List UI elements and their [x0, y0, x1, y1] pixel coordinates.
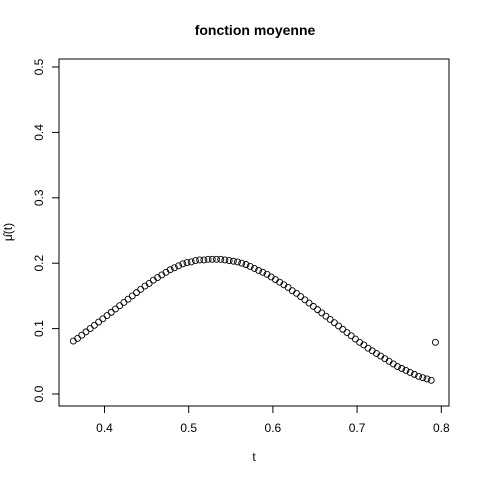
y-tick-label: 0.4	[32, 124, 46, 141]
data-point	[234, 258, 241, 266]
data-point	[246, 263, 254, 270]
data-point	[419, 374, 427, 382]
data-point	[242, 261, 250, 268]
data-point	[170, 264, 178, 272]
data-point	[175, 262, 183, 270]
data-point	[229, 257, 237, 265]
data-point	[166, 266, 174, 274]
x-tick-label: 0.8	[433, 421, 450, 435]
data-point	[238, 259, 246, 267]
chart-title: fonction moyenne	[195, 22, 316, 38]
data-point	[217, 255, 225, 263]
x-axis: 0.4 0.5 0.6 0.7 0.8	[96, 405, 450, 435]
data-point	[339, 325, 347, 333]
data-point	[116, 302, 124, 310]
data-point	[297, 293, 305, 301]
y-tick-label: 0.2	[32, 255, 46, 272]
plot-frame	[58, 58, 450, 407]
y-axis-label: μ̂(t)	[1, 223, 15, 241]
data-point	[183, 259, 191, 266]
data-point	[415, 372, 423, 380]
data-point	[133, 289, 140, 297]
data-point	[145, 280, 153, 287]
data-point	[128, 292, 136, 300]
data-point	[103, 312, 111, 319]
data-point	[360, 341, 368, 349]
data-point	[318, 309, 326, 317]
x-tick-label: 0.7	[349, 421, 366, 435]
x-tick-label: 0.6	[265, 421, 282, 435]
data-point	[410, 370, 418, 378]
data-point	[427, 376, 435, 384]
data-point	[99, 315, 107, 323]
data-point	[120, 298, 128, 306]
y-axis: 0.0 0.1 0.2 0.3 0.4 0.5	[32, 58, 60, 402]
data-point	[314, 306, 321, 314]
data-point	[351, 335, 359, 343]
y-tick-label: 0.3	[32, 189, 46, 206]
y-tick-label: 0.1	[32, 320, 46, 337]
data-point	[204, 255, 212, 263]
data-points	[69, 255, 439, 384]
data-point	[431, 338, 439, 346]
data-point	[208, 255, 216, 263]
data-point	[78, 331, 86, 339]
data-point	[221, 256, 229, 264]
data-point	[398, 365, 406, 372]
data-point	[406, 368, 414, 376]
data-point	[107, 308, 115, 316]
data-point	[225, 257, 233, 265]
data-point	[326, 315, 334, 323]
x-tick-label: 0.4	[96, 421, 113, 435]
data-point	[335, 322, 343, 330]
data-point	[301, 296, 309, 304]
data-point	[293, 289, 300, 297]
data-point	[284, 283, 292, 291]
data-point	[179, 260, 187, 268]
data-point	[200, 256, 208, 264]
data-point	[330, 319, 338, 327]
data-point	[196, 256, 204, 264]
data-point	[343, 329, 351, 336]
data-point	[305, 299, 313, 307]
data-point	[191, 257, 199, 265]
x-tick-label: 0.5	[180, 421, 197, 435]
data-point	[322, 312, 330, 320]
data-point	[90, 321, 98, 329]
data-point	[309, 302, 317, 310]
data-point	[82, 328, 90, 336]
data-point	[137, 285, 145, 293]
data-point	[86, 325, 94, 333]
data-point	[187, 258, 195, 266]
data-point	[402, 367, 410, 374]
data-point	[255, 266, 263, 274]
x-axis-label: t	[252, 450, 256, 464]
data-point	[95, 318, 103, 326]
y-tick-label: 0.0	[32, 385, 46, 402]
data-point	[394, 363, 401, 370]
data-point	[124, 295, 132, 303]
data-point	[347, 332, 355, 340]
data-point	[259, 268, 267, 276]
data-point	[111, 305, 119, 313]
data-point	[74, 334, 82, 342]
data-point	[250, 264, 258, 272]
data-point	[213, 255, 220, 263]
y-tick-label: 0.5	[32, 58, 46, 75]
data-point	[423, 375, 431, 383]
